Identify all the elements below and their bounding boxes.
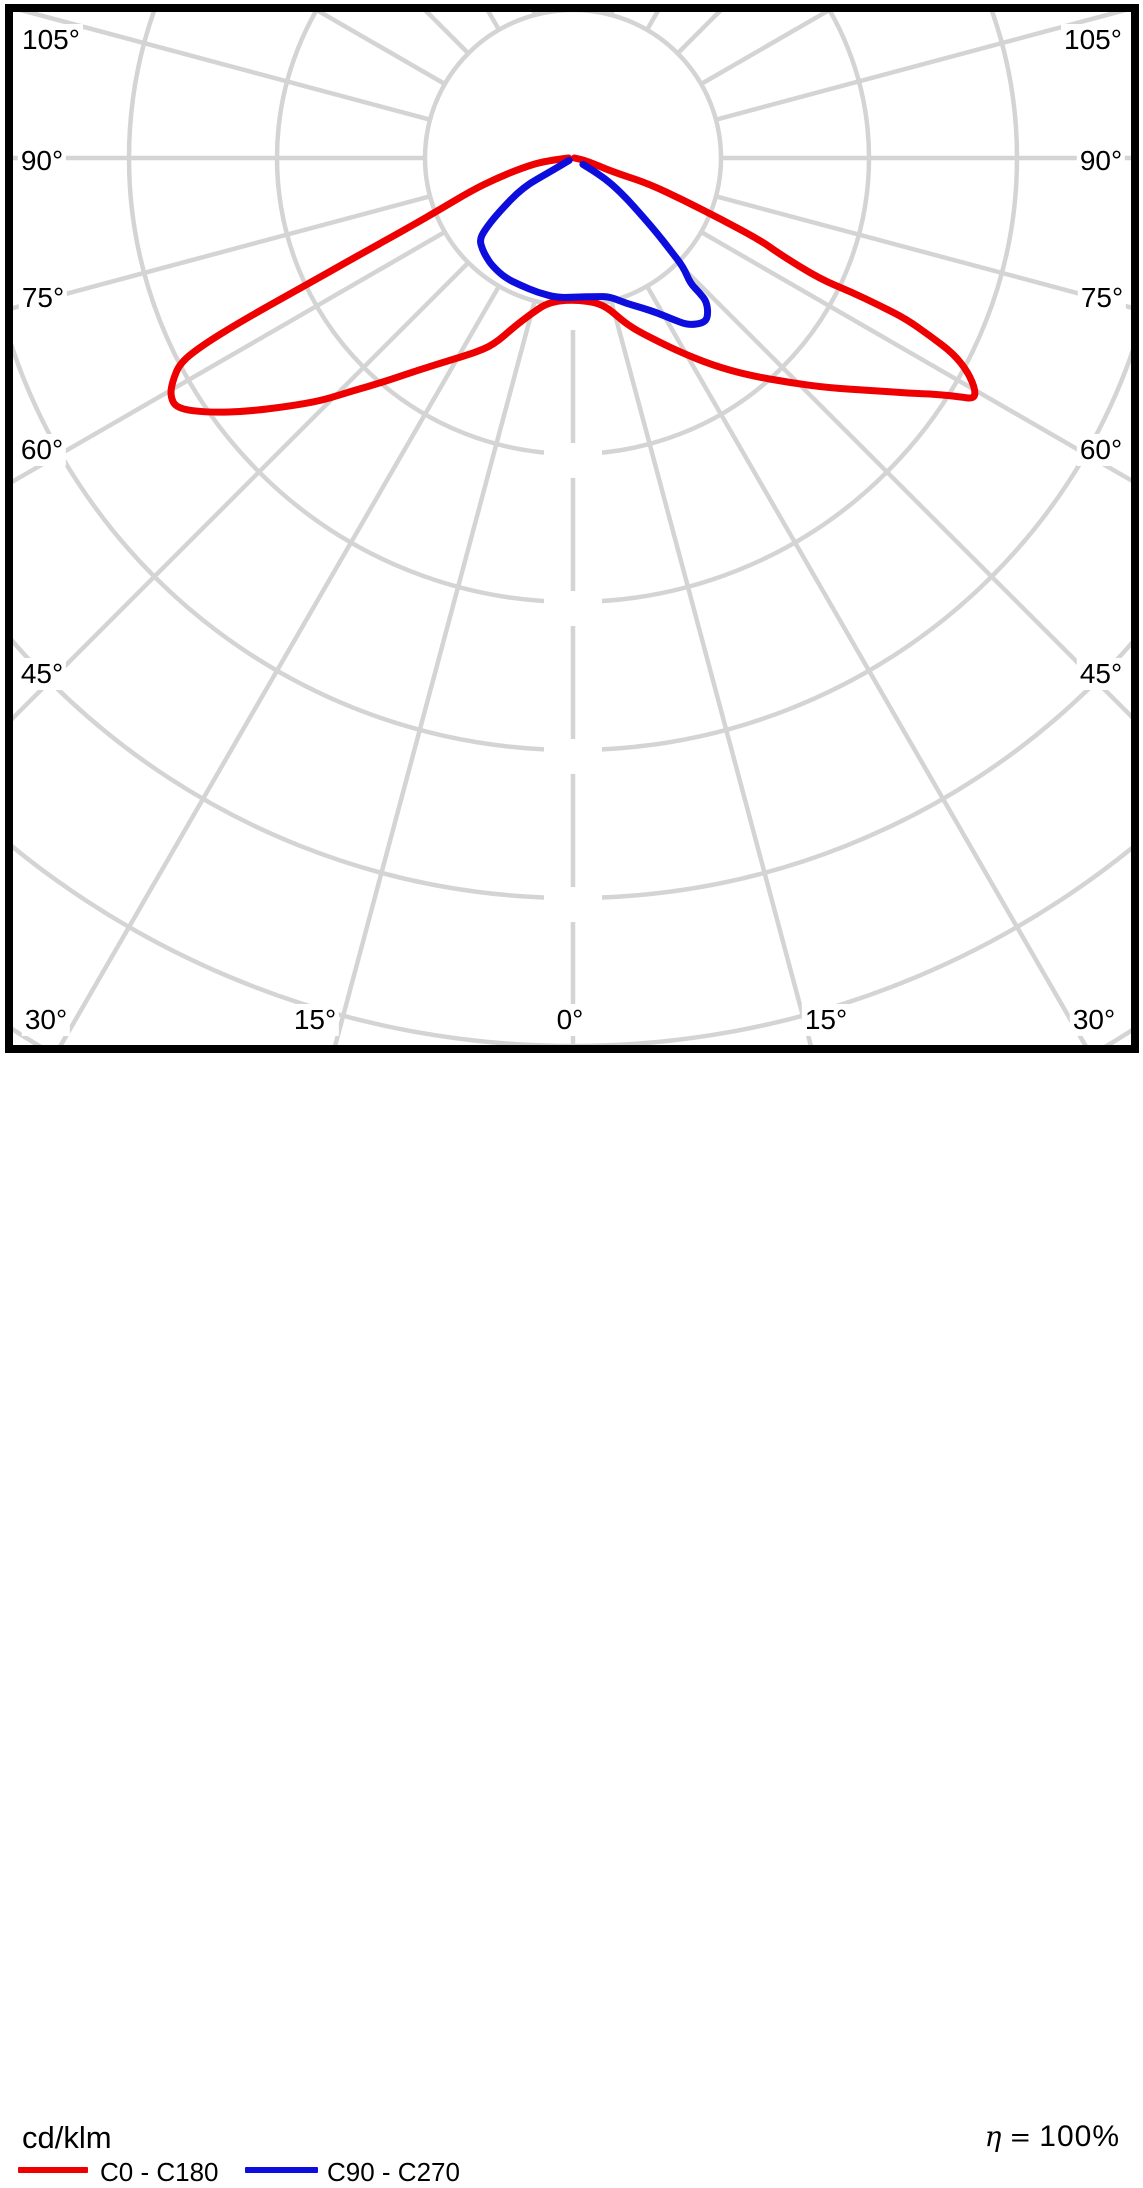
angle-tick-label: 15°	[801, 1004, 851, 1036]
eta-value: 100%	[1039, 2120, 1120, 2153]
angle-tick-label: 15°	[290, 1004, 340, 1036]
c90-c270-swatch	[245, 2167, 318, 2173]
angle-tick-label: 45°	[1076, 658, 1126, 690]
angle-tick-label: 30°	[21, 1004, 71, 1036]
angle-tick-label: 90°	[17, 145, 67, 177]
angle-tick-label: 45°	[17, 658, 67, 690]
c0-c180-label: C0 - C180	[100, 2157, 219, 2187]
c0-c180-swatch	[18, 2167, 88, 2173]
photometric-polar-diagram: 105° 90° 75° 60° 45° 30° 15° 0° 15° 30° 45° 60° 75° 9…	[0, 4, 1143, 2187]
angle-tick-label: 75°	[1077, 282, 1127, 314]
curve-c90-c270	[477, 156, 712, 328]
angle-tick-label: 90°	[1076, 145, 1126, 177]
polar-grid-svg	[13, 12, 1131, 1045]
angle-tick-label: 105°	[1061, 24, 1125, 56]
angle-tick-label: 105°	[19, 24, 83, 56]
eta-symbol: η	[984, 2120, 1002, 2153]
angle-tick-label: 75°	[18, 282, 68, 314]
efficiency-label: η = 100%	[985, 2120, 1120, 2154]
unit-label: cd/klm	[22, 2120, 112, 2155]
angle-tick-label: 60°	[17, 434, 67, 466]
angle-tick-label: 0°	[553, 1004, 587, 1036]
eta-equals: =	[1009, 2123, 1032, 2153]
curve-c0-c180	[167, 154, 979, 416]
angle-tick-label: 60°	[1076, 434, 1126, 466]
c90-c270-label: C90 - C270	[327, 2157, 460, 2187]
legend: cd/klm C0 - C180 C90 - C270 η = 100%	[0, 1056, 1143, 2187]
angle-tick-label: 30°	[1069, 1004, 1119, 1036]
